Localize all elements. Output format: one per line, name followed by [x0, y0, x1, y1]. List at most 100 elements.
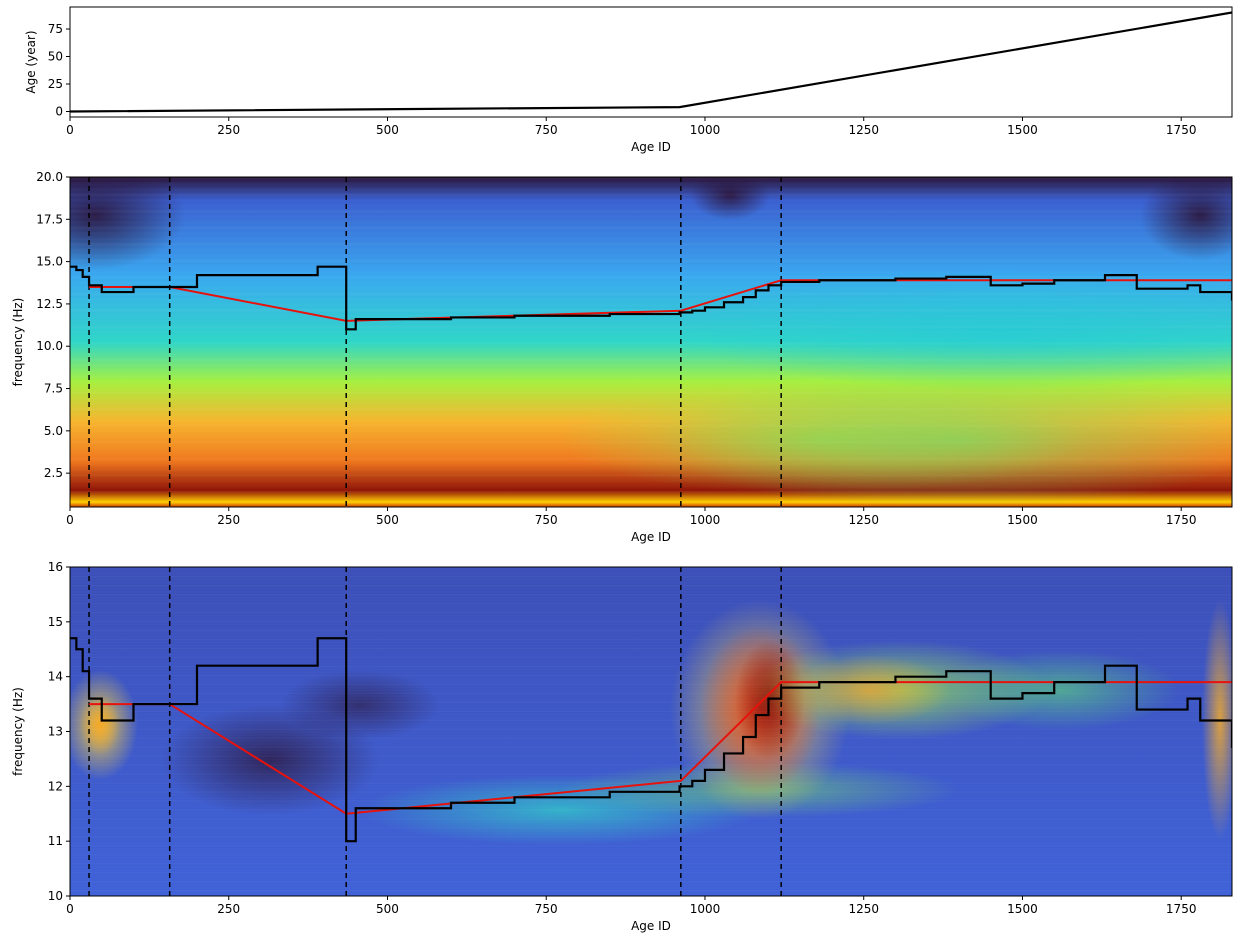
- heatmap-stripe: [70, 836, 1232, 837]
- y-tick-label: 10: [48, 889, 63, 903]
- heatmap-stripe: [70, 436, 1232, 439]
- heatmap-stripe: [70, 803, 1232, 804]
- heatmap-stripe: [70, 809, 1232, 810]
- heatmap-stripe: [70, 627, 1232, 628]
- heatmap-stripe: [70, 788, 1232, 789]
- heatmap-stripe: [70, 243, 1232, 246]
- y-tick-label: 17.5: [36, 212, 63, 226]
- heatmap-stripe: [70, 812, 1232, 813]
- y-tick-label: 5.0: [44, 424, 63, 438]
- heatmap-stripe: [70, 800, 1232, 801]
- x-axis-label: Age ID: [631, 530, 671, 544]
- peak-frequency-line: [70, 265, 1232, 331]
- heatmap-stripe: [70, 621, 1232, 622]
- y-tick-label: 15: [48, 615, 63, 629]
- heatmap-stripe: [70, 878, 1232, 879]
- heatmap-stripe: [70, 199, 1232, 202]
- heatmap-stripe: [70, 734, 1232, 735]
- heatmap-stripe: [70, 485, 1232, 488]
- heatmap-stripe: [70, 624, 1232, 625]
- y-tick-label: 75: [48, 22, 63, 36]
- heatmap-stripe: [70, 463, 1232, 466]
- heatmap-region: [940, 650, 1180, 730]
- heatmap-stripe: [70, 732, 1232, 733]
- x-tick-label: 250: [217, 123, 240, 137]
- y-tick-label: 2.5: [44, 466, 63, 480]
- heatmap-stripe: [70, 660, 1232, 661]
- y-tick-label: 13: [48, 725, 63, 739]
- heatmap-region: [70, 177, 185, 270]
- heatmap-stripe: [70, 842, 1232, 843]
- heatmap-stripe: [70, 392, 1232, 395]
- heatmap-stripe: [70, 496, 1232, 499]
- y-tick-label: 50: [48, 50, 63, 64]
- y-tick-label: 12: [48, 779, 63, 793]
- heatmap-stripe: [70, 687, 1232, 688]
- heatmap-stripe: [70, 773, 1232, 774]
- plot-area-3: [70, 567, 1232, 896]
- x-axis-label: Age ID: [631, 919, 671, 933]
- heatmap-stripe: [70, 573, 1232, 574]
- x-tick-label: 0: [66, 513, 74, 527]
- heatmap-stripe: [70, 743, 1232, 744]
- heatmap-stripe: [70, 183, 1232, 186]
- x-tick-label: 1000: [690, 123, 721, 137]
- heatmap-stripe: [70, 806, 1232, 807]
- heatmap-stripe: [70, 359, 1232, 362]
- heatmap-stripe: [70, 469, 1232, 472]
- heatmap-stripe: [70, 636, 1232, 637]
- x-tick-label: 750: [535, 513, 558, 527]
- heatmap-stripe: [70, 287, 1232, 290]
- heatmap-stripe: [70, 839, 1232, 840]
- heatmap-stripe: [70, 452, 1232, 455]
- heatmap-stripe: [70, 699, 1232, 700]
- heatmap-stripe: [70, 818, 1232, 819]
- heatmap-stripe: [70, 337, 1232, 340]
- heatmap-stripe: [70, 633, 1232, 634]
- x-tick-label: 250: [217, 513, 240, 527]
- heatmap-stripe: [70, 615, 1232, 616]
- heatmap-stripe: [70, 582, 1232, 583]
- heatmap-stripe: [70, 249, 1232, 252]
- heatmap-stripe: [70, 860, 1232, 861]
- heatmap-stripe: [70, 872, 1232, 873]
- heatmap-stripe: [70, 690, 1232, 691]
- x-tick-label: 500: [376, 902, 399, 916]
- x-tick-label: 750: [535, 123, 558, 137]
- heatmap-stripe: [70, 857, 1232, 858]
- y-axis-label: frequency (Hz): [11, 298, 25, 387]
- x-tick-label: 1750: [1166, 123, 1197, 137]
- heatmap-stripe: [70, 672, 1232, 673]
- heatmap-stripe: [70, 603, 1232, 604]
- heatmap-stripe: [70, 232, 1232, 235]
- age-line: [70, 11, 1232, 113]
- heatmap-stripe: [70, 591, 1232, 592]
- heatmap-stripe: [70, 597, 1232, 598]
- heatmap-stripe: [70, 342, 1232, 345]
- plot-area-2: [70, 177, 1232, 507]
- heatmap-stripe: [70, 618, 1232, 619]
- heatmap-region: [280, 670, 440, 740]
- x-tick-label: 250: [217, 902, 240, 916]
- heatmap-stripe: [70, 708, 1232, 709]
- heatmap-stripe: [70, 606, 1232, 607]
- heatmap-stripe: [70, 779, 1232, 780]
- heatmap-stripe: [70, 884, 1232, 885]
- heatmap-stripe: [70, 875, 1232, 876]
- heatmap-stripe: [70, 348, 1232, 351]
- heatmap-stripe: [70, 758, 1232, 759]
- heatmap-stripe: [70, 645, 1232, 646]
- heatmap-stripe: [70, 720, 1232, 721]
- heatmap-stripe: [70, 254, 1232, 257]
- heatmap-stripe: [70, 221, 1232, 224]
- heatmap-stripe: [70, 364, 1232, 367]
- x-tick-label: 1500: [1007, 123, 1038, 137]
- x-tick-label: 0: [66, 902, 74, 916]
- heatmap-stripe: [70, 639, 1232, 640]
- heatmap-stripe: [70, 458, 1232, 461]
- heatmap-stripe: [70, 776, 1232, 777]
- heatmap-stripe: [70, 833, 1232, 834]
- x-tick-label: 750: [535, 902, 558, 916]
- heatmap-stripe: [70, 669, 1232, 670]
- heatmap-stripe: [70, 746, 1232, 747]
